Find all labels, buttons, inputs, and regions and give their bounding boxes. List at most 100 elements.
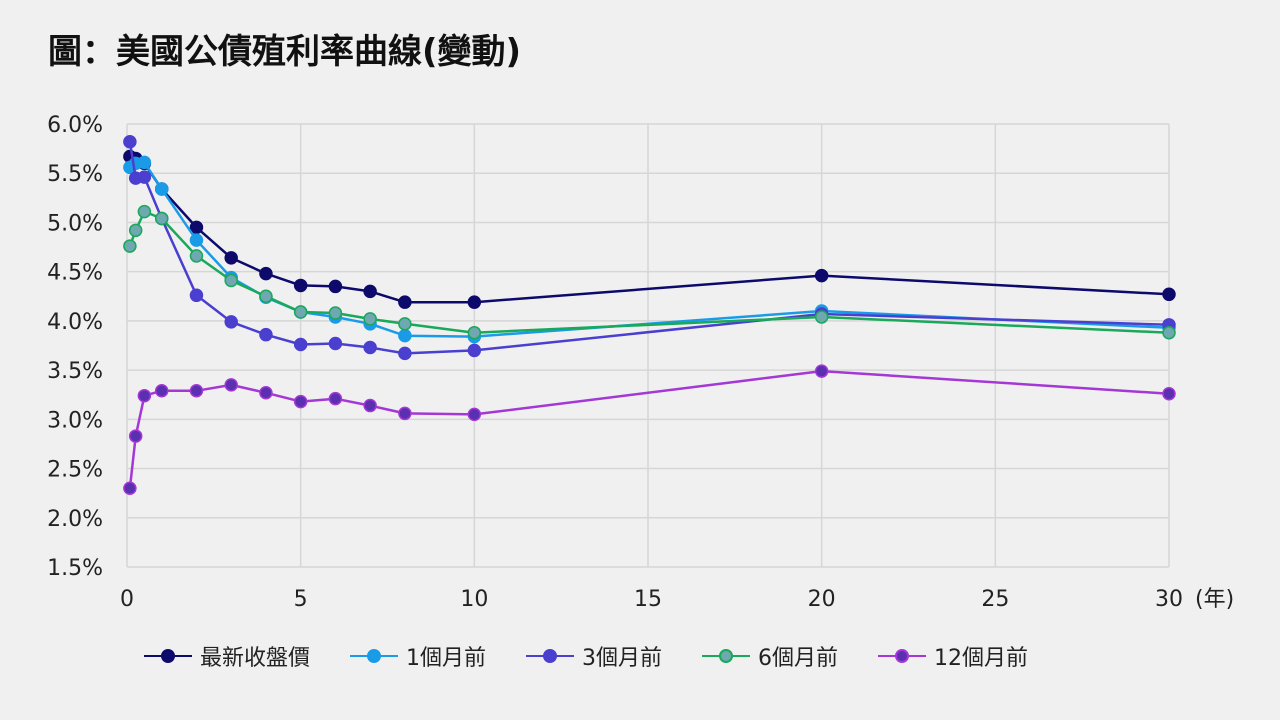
legend-swatch [144, 646, 192, 666]
y-tick-label: 1.5% [47, 556, 103, 581]
y-tick-label: 2.0% [47, 507, 103, 532]
legend-swatch [878, 646, 927, 666]
data-point [154, 384, 169, 398]
y-tick-label: 3.0% [47, 408, 103, 433]
data-point [814, 364, 829, 378]
data-point [328, 336, 343, 351]
data-point [137, 204, 152, 219]
y-tick-label: 3.5% [47, 359, 103, 384]
data-point [189, 249, 204, 263]
data-point [224, 315, 238, 329]
series-5 [123, 364, 1176, 495]
y-tick-label: 5.0% [47, 211, 103, 236]
data-point [128, 223, 143, 238]
data-point [259, 386, 273, 400]
chart-title: 圖：美國公債殖利率曲線(變動) [48, 32, 522, 72]
data-point [398, 295, 412, 309]
data-point [224, 378, 238, 392]
series-line [128, 141, 1170, 355]
data-point [398, 328, 412, 343]
y-tick-label: 2.5% [47, 458, 103, 483]
data-point [293, 337, 308, 352]
x-tick-label: 10 [460, 587, 488, 612]
data-point [128, 429, 143, 443]
data-point [363, 340, 377, 355]
data-point [293, 305, 308, 319]
data-point [293, 394, 308, 409]
legend-label: 12個月前 [934, 646, 1029, 671]
x-tick-label: 0 [120, 587, 134, 612]
legend-item: 3個月前 [526, 640, 662, 672]
grid-lines [126, 123, 1170, 568]
data-point [363, 398, 377, 413]
data-point [1162, 386, 1176, 401]
data-point [467, 325, 482, 340]
legend-label: 6個月前 [758, 646, 839, 671]
data-point [154, 182, 169, 196]
x-tick-label: 25 [981, 587, 1009, 612]
series-2 [123, 155, 1176, 344]
data-point [328, 279, 343, 294]
data-point [123, 239, 137, 253]
x-tick-label: 5 [294, 587, 308, 612]
series-line [129, 155, 1170, 304]
y-tick-label: 6.0% [47, 113, 103, 138]
series-line [129, 161, 1170, 338]
data-point [224, 251, 238, 265]
x-tick-label: 30 [1155, 587, 1183, 612]
data-point [189, 233, 204, 247]
legend-item: 最新收盤價 [144, 640, 310, 672]
series-line [128, 369, 1170, 489]
x-tick-label: 15 [634, 587, 662, 612]
data-point [137, 170, 152, 184]
y-tick-label: 4.5% [47, 261, 103, 286]
chart-legend: 最新收盤價 1個月前 3個月前 6個月前 12個月前 [144, 640, 1028, 672]
data-point [123, 134, 137, 149]
data-point [137, 388, 152, 403]
data-point [398, 317, 412, 331]
series-1 [123, 149, 1176, 309]
legend-label: 最新收盤價 [200, 646, 311, 671]
data-point [814, 268, 829, 283]
legend-swatch [702, 646, 751, 666]
data-point [259, 266, 273, 281]
data-point [1162, 325, 1176, 340]
data-point [1162, 287, 1176, 302]
data-point [814, 310, 829, 324]
data-point [189, 384, 204, 398]
legend-item: 1個月前 [350, 640, 486, 672]
legend-swatch [526, 646, 575, 666]
data-point [293, 278, 308, 293]
data-point [363, 284, 377, 299]
data-point [467, 407, 482, 422]
y-tick-label: 5.5% [47, 162, 103, 187]
x-tick-label: 20 [808, 587, 836, 612]
data-point [154, 211, 169, 226]
series-4 [123, 204, 1176, 340]
y-axis-tick-labels: 1.5% 2.0% 2.5% 3.0% 3.5% 4.0% 4.5% 5.0% 5.5% 6.0% [47, 113, 103, 581]
data-point [137, 155, 152, 170]
data-point [224, 273, 238, 288]
x-axis-tick-labels: 0 5 10 15 20 25 30 (年) [120, 587, 1234, 612]
data-point [259, 327, 273, 342]
data-point [123, 481, 137, 495]
data-point [259, 289, 273, 304]
legend-item: 6個月前 [702, 640, 838, 672]
data-point [189, 288, 204, 303]
y-tick-label: 4.0% [47, 310, 103, 335]
legend-label: 3個月前 [582, 646, 663, 671]
x-axis-unit-label: (年) [1195, 587, 1234, 612]
data-point [363, 312, 377, 326]
data-point [398, 406, 412, 421]
legend-item: 12個月前 [878, 640, 1028, 672]
legend-label: 1個月前 [406, 646, 487, 671]
data-point [398, 346, 412, 361]
series-layer [123, 134, 1176, 495]
data-point [328, 306, 343, 320]
data-point [467, 295, 482, 309]
legend-swatch [350, 646, 399, 666]
data-point [467, 343, 482, 358]
data-point [328, 391, 343, 406]
data-point [189, 220, 204, 235]
